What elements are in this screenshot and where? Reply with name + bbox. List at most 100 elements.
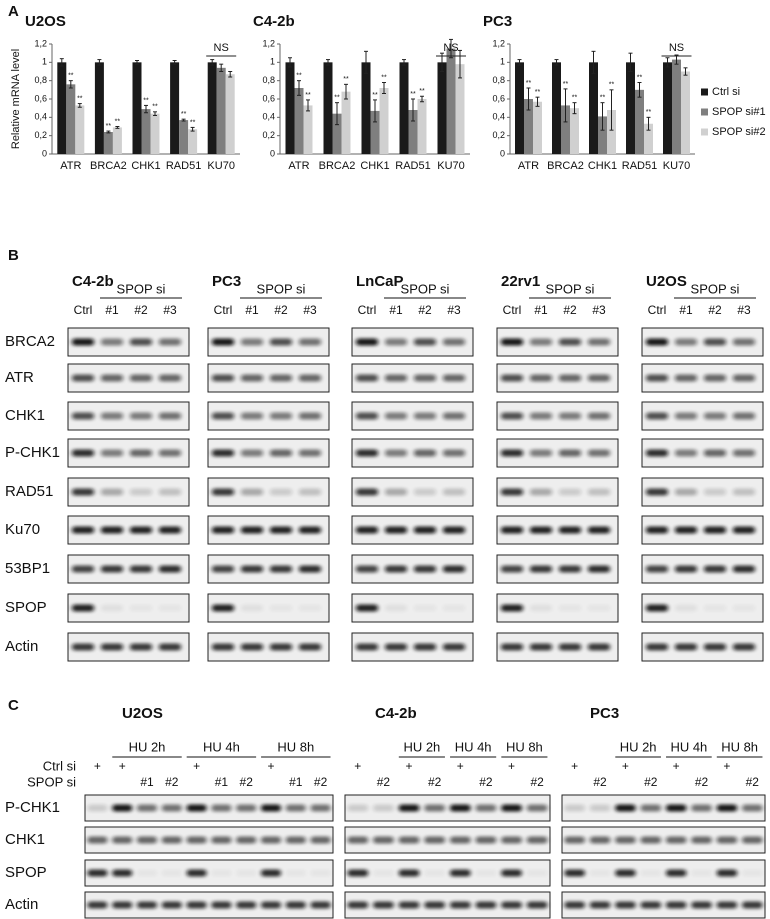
band: [675, 604, 697, 612]
band: [270, 338, 292, 346]
band: [475, 901, 497, 909]
lane-label: #2: [418, 303, 432, 317]
band: [347, 804, 369, 812]
significance-label: **: [115, 118, 121, 125]
band: [742, 836, 763, 844]
band: [101, 643, 123, 651]
band: [501, 338, 523, 346]
band: [704, 488, 726, 496]
error-bar: [402, 59, 406, 66]
band: [414, 526, 436, 534]
band: [241, 374, 263, 382]
band: [270, 412, 292, 420]
band: [159, 604, 181, 612]
band: [101, 526, 123, 534]
band: [704, 526, 726, 534]
significance-label: **: [296, 73, 302, 80]
x-tick-label: KU70: [207, 160, 235, 172]
legend-label: Ctrl si: [712, 86, 740, 98]
band: [261, 869, 281, 877]
bar: [598, 116, 607, 154]
band: [589, 804, 611, 812]
significance-label: **: [106, 123, 112, 130]
band: [87, 869, 108, 877]
band: [385, 488, 407, 496]
band: [450, 869, 471, 877]
band: [112, 869, 133, 877]
band: [704, 412, 726, 420]
band: [373, 836, 394, 844]
band: [299, 449, 321, 457]
band: [137, 804, 157, 812]
bar: [225, 74, 235, 154]
band: [261, 901, 281, 909]
band: [385, 604, 407, 612]
band: [564, 804, 585, 812]
error-bar: [219, 63, 224, 72]
error-bar: [135, 60, 139, 65]
band: [704, 449, 726, 457]
band: [475, 869, 497, 877]
error-bar: [665, 57, 670, 68]
lane-label: #1: [245, 303, 259, 317]
band: [236, 836, 257, 844]
band: [526, 901, 548, 909]
band: [299, 338, 321, 346]
band: [559, 338, 581, 346]
band: [186, 836, 207, 844]
lane-label: #2: [314, 775, 328, 789]
chart-title: C4-2b: [253, 13, 295, 30]
significance-label: **: [143, 97, 149, 104]
band: [530, 565, 552, 573]
band: [615, 836, 636, 844]
band: [356, 565, 378, 573]
bar: [644, 123, 653, 154]
bar: [132, 62, 142, 155]
group-label: HU 8h: [721, 739, 758, 754]
band: [72, 374, 94, 382]
x-tick-label: CHK1: [588, 160, 617, 172]
band: [704, 604, 726, 612]
band: [270, 643, 292, 651]
group-label: HU 4h: [670, 739, 707, 754]
significance-label: **: [190, 119, 196, 126]
band: [130, 449, 152, 457]
lane-label: #1: [215, 775, 229, 789]
y-tick-label: 0,2: [492, 130, 505, 140]
bar: [561, 105, 570, 154]
band: [588, 565, 610, 573]
band: [615, 901, 636, 909]
row-label: RAD51: [5, 483, 53, 500]
y-tick-label: 1,2: [492, 38, 505, 48]
band: [530, 449, 552, 457]
cell-line-title: U2OS: [646, 273, 687, 290]
band: [450, 836, 471, 844]
band: [640, 804, 661, 812]
band: [526, 869, 548, 877]
band: [236, 901, 257, 909]
band: [398, 869, 420, 877]
significance-label: **: [305, 92, 311, 99]
lane-label: #2: [593, 775, 607, 789]
y-tick-label: 0,8: [492, 75, 505, 85]
band: [640, 869, 661, 877]
band: [526, 836, 548, 844]
band: [666, 836, 687, 844]
bar: [446, 48, 456, 155]
band: [530, 604, 552, 612]
y-tick-label: 1,2: [262, 38, 275, 48]
error-bar: [344, 83, 348, 100]
band: [137, 836, 157, 844]
significance-label: **: [419, 88, 425, 95]
band: [212, 412, 234, 420]
band: [530, 488, 552, 496]
row-label: P-CHK1: [5, 799, 60, 816]
band: [241, 488, 263, 496]
lane-label: #1: [389, 303, 403, 317]
band: [691, 901, 712, 909]
error-bar: [411, 98, 415, 122]
band: [137, 869, 157, 877]
band: [501, 488, 523, 496]
band: [299, 412, 321, 420]
significance-label: **: [381, 74, 387, 81]
